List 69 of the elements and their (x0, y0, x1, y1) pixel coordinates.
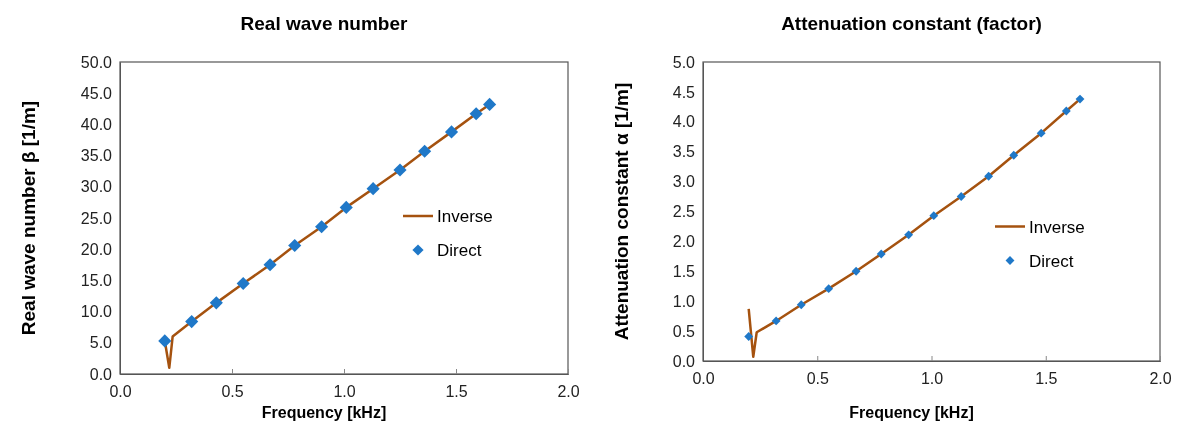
point (929, 211, 939, 221)
x-tick-label: 1.5 (445, 383, 468, 401)
x-tick-label: 0.5 (806, 370, 829, 388)
y-tick-label: 4.0 (672, 113, 696, 131)
x-tick-label: 0.5 (221, 383, 244, 401)
point (483, 97, 497, 111)
point (393, 163, 407, 177)
x-tick-label: 1.5 (1035, 370, 1058, 388)
x-tick-label: 0.0 (109, 383, 132, 401)
point (1036, 128, 1046, 138)
y-tick-label: 20.0 (80, 240, 113, 258)
point (315, 220, 329, 234)
legend-label: Direct (1029, 251, 1074, 271)
point (796, 300, 806, 310)
chart-title: Real wave number (240, 13, 409, 34)
x-axis-title: Frequency [kHz] (261, 404, 387, 421)
point (209, 296, 223, 310)
point (418, 144, 432, 158)
x-tick-label: 0.0 (692, 370, 715, 388)
y-tick-label: 5.0 (89, 334, 113, 352)
point (339, 200, 353, 214)
x-tick-label: 2.0 (1149, 370, 1172, 388)
chart-title: Attenuation constant (factor) (781, 13, 1042, 34)
x-axis-title: Frequency [kHz] (849, 404, 974, 421)
y-tick-label: 15.0 (80, 272, 113, 290)
point (851, 266, 861, 276)
y-tick-label: 1.0 (672, 292, 696, 310)
y-tick-label: 30.0 (80, 178, 113, 196)
point (366, 182, 380, 196)
point (185, 315, 199, 329)
y-tick-label: 4.5 (672, 83, 696, 101)
point (1061, 106, 1071, 116)
x-tick-label: 1.0 (333, 383, 356, 401)
point (288, 238, 302, 253)
legend-label: Inverse (1029, 217, 1085, 237)
point (744, 332, 754, 341)
y-tick-label: 10.0 (80, 303, 113, 321)
y-tick-label: 0.5 (672, 322, 696, 340)
y-tick-label: 35.0 (80, 147, 113, 165)
y-axis-title: Real wave number β [1/m] (18, 100, 39, 336)
legend-label: Inverse (437, 207, 493, 226)
point (444, 125, 459, 139)
y-tick-label: 5.0 (672, 53, 696, 71)
y-tick-label: 25.0 (80, 209, 113, 227)
y-tick-label: 2.0 (672, 233, 696, 251)
point (236, 276, 250, 291)
point (158, 334, 172, 348)
y-tick-label: 1.5 (672, 262, 696, 280)
x-tick-label: 1.0 (920, 370, 944, 388)
y-tick-label: 3.5 (672, 143, 696, 161)
y-tick-label: 50.0 (80, 53, 113, 71)
point (904, 230, 914, 240)
point (984, 171, 994, 181)
legend-label: Direct (437, 241, 482, 260)
y-tick-label: 40.0 (80, 116, 113, 134)
y-axis-title: Attenuation constant α [1/m] (611, 82, 632, 341)
point (876, 249, 886, 259)
point (956, 192, 966, 201)
y-tick-label: 0.0 (672, 352, 696, 370)
point (771, 316, 781, 326)
y-tick-label: 2.5 (672, 203, 696, 221)
y-tick-label: 45.0 (80, 84, 113, 102)
point (1009, 150, 1019, 160)
point (824, 284, 834, 294)
point (1075, 94, 1085, 104)
y-tick-label: 3.0 (672, 173, 696, 191)
point (263, 258, 277, 272)
x-tick-label: 2.0 (557, 383, 580, 401)
point (469, 107, 483, 121)
